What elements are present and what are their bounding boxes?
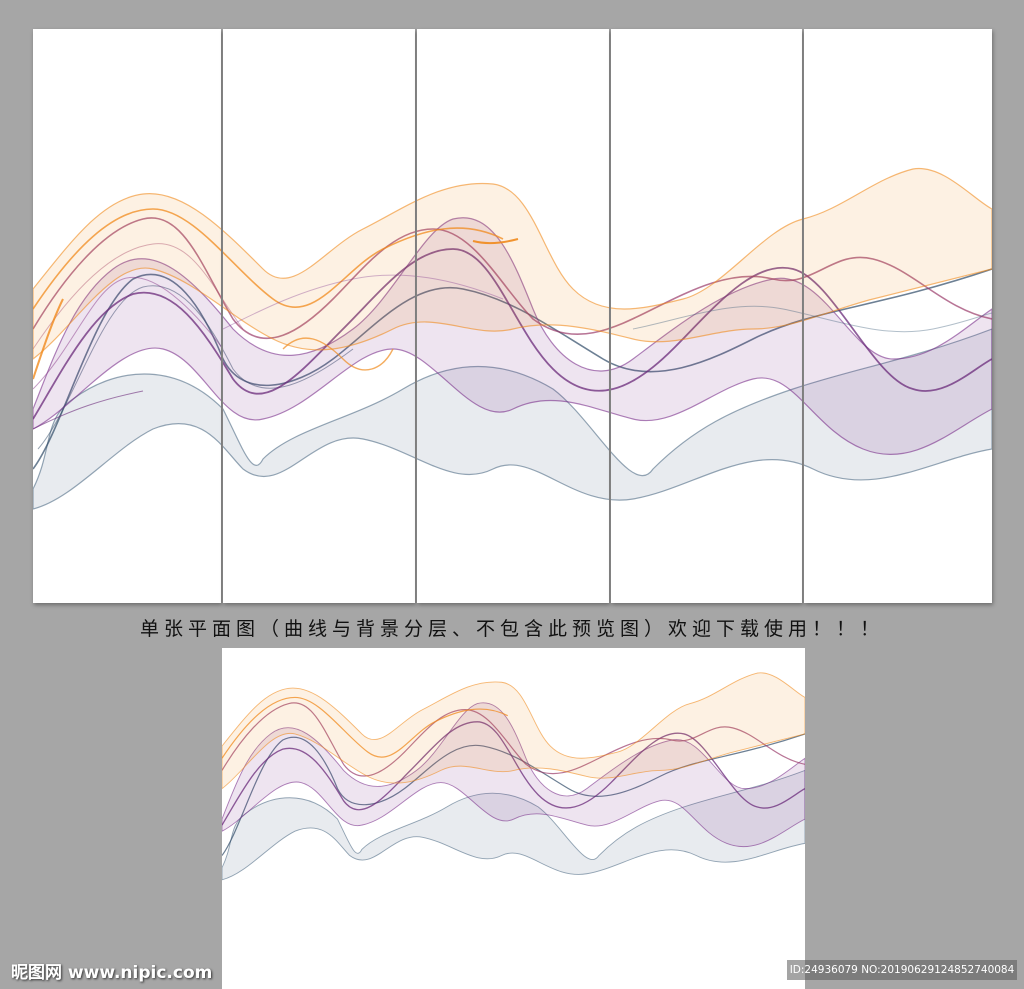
preview-ink-wave-artwork — [222, 672, 805, 881]
panel-4 — [611, 29, 802, 603]
id-watermark: ID:24936079 NO:20190629124852740084 — [787, 960, 1017, 980]
caption-text: 单张平面图（曲线与背景分层、不包含此预览图）欢迎下载使用！！！ — [139, 618, 884, 640]
panel-5 — [804, 29, 992, 603]
triptych-panels — [33, 29, 992, 603]
panel-2 — [223, 29, 415, 603]
panel-1 — [33, 29, 221, 603]
panel-3 — [417, 29, 609, 603]
preview-image — [222, 648, 805, 989]
site-watermark: 昵图网 www.nipic.com — [11, 963, 213, 983]
